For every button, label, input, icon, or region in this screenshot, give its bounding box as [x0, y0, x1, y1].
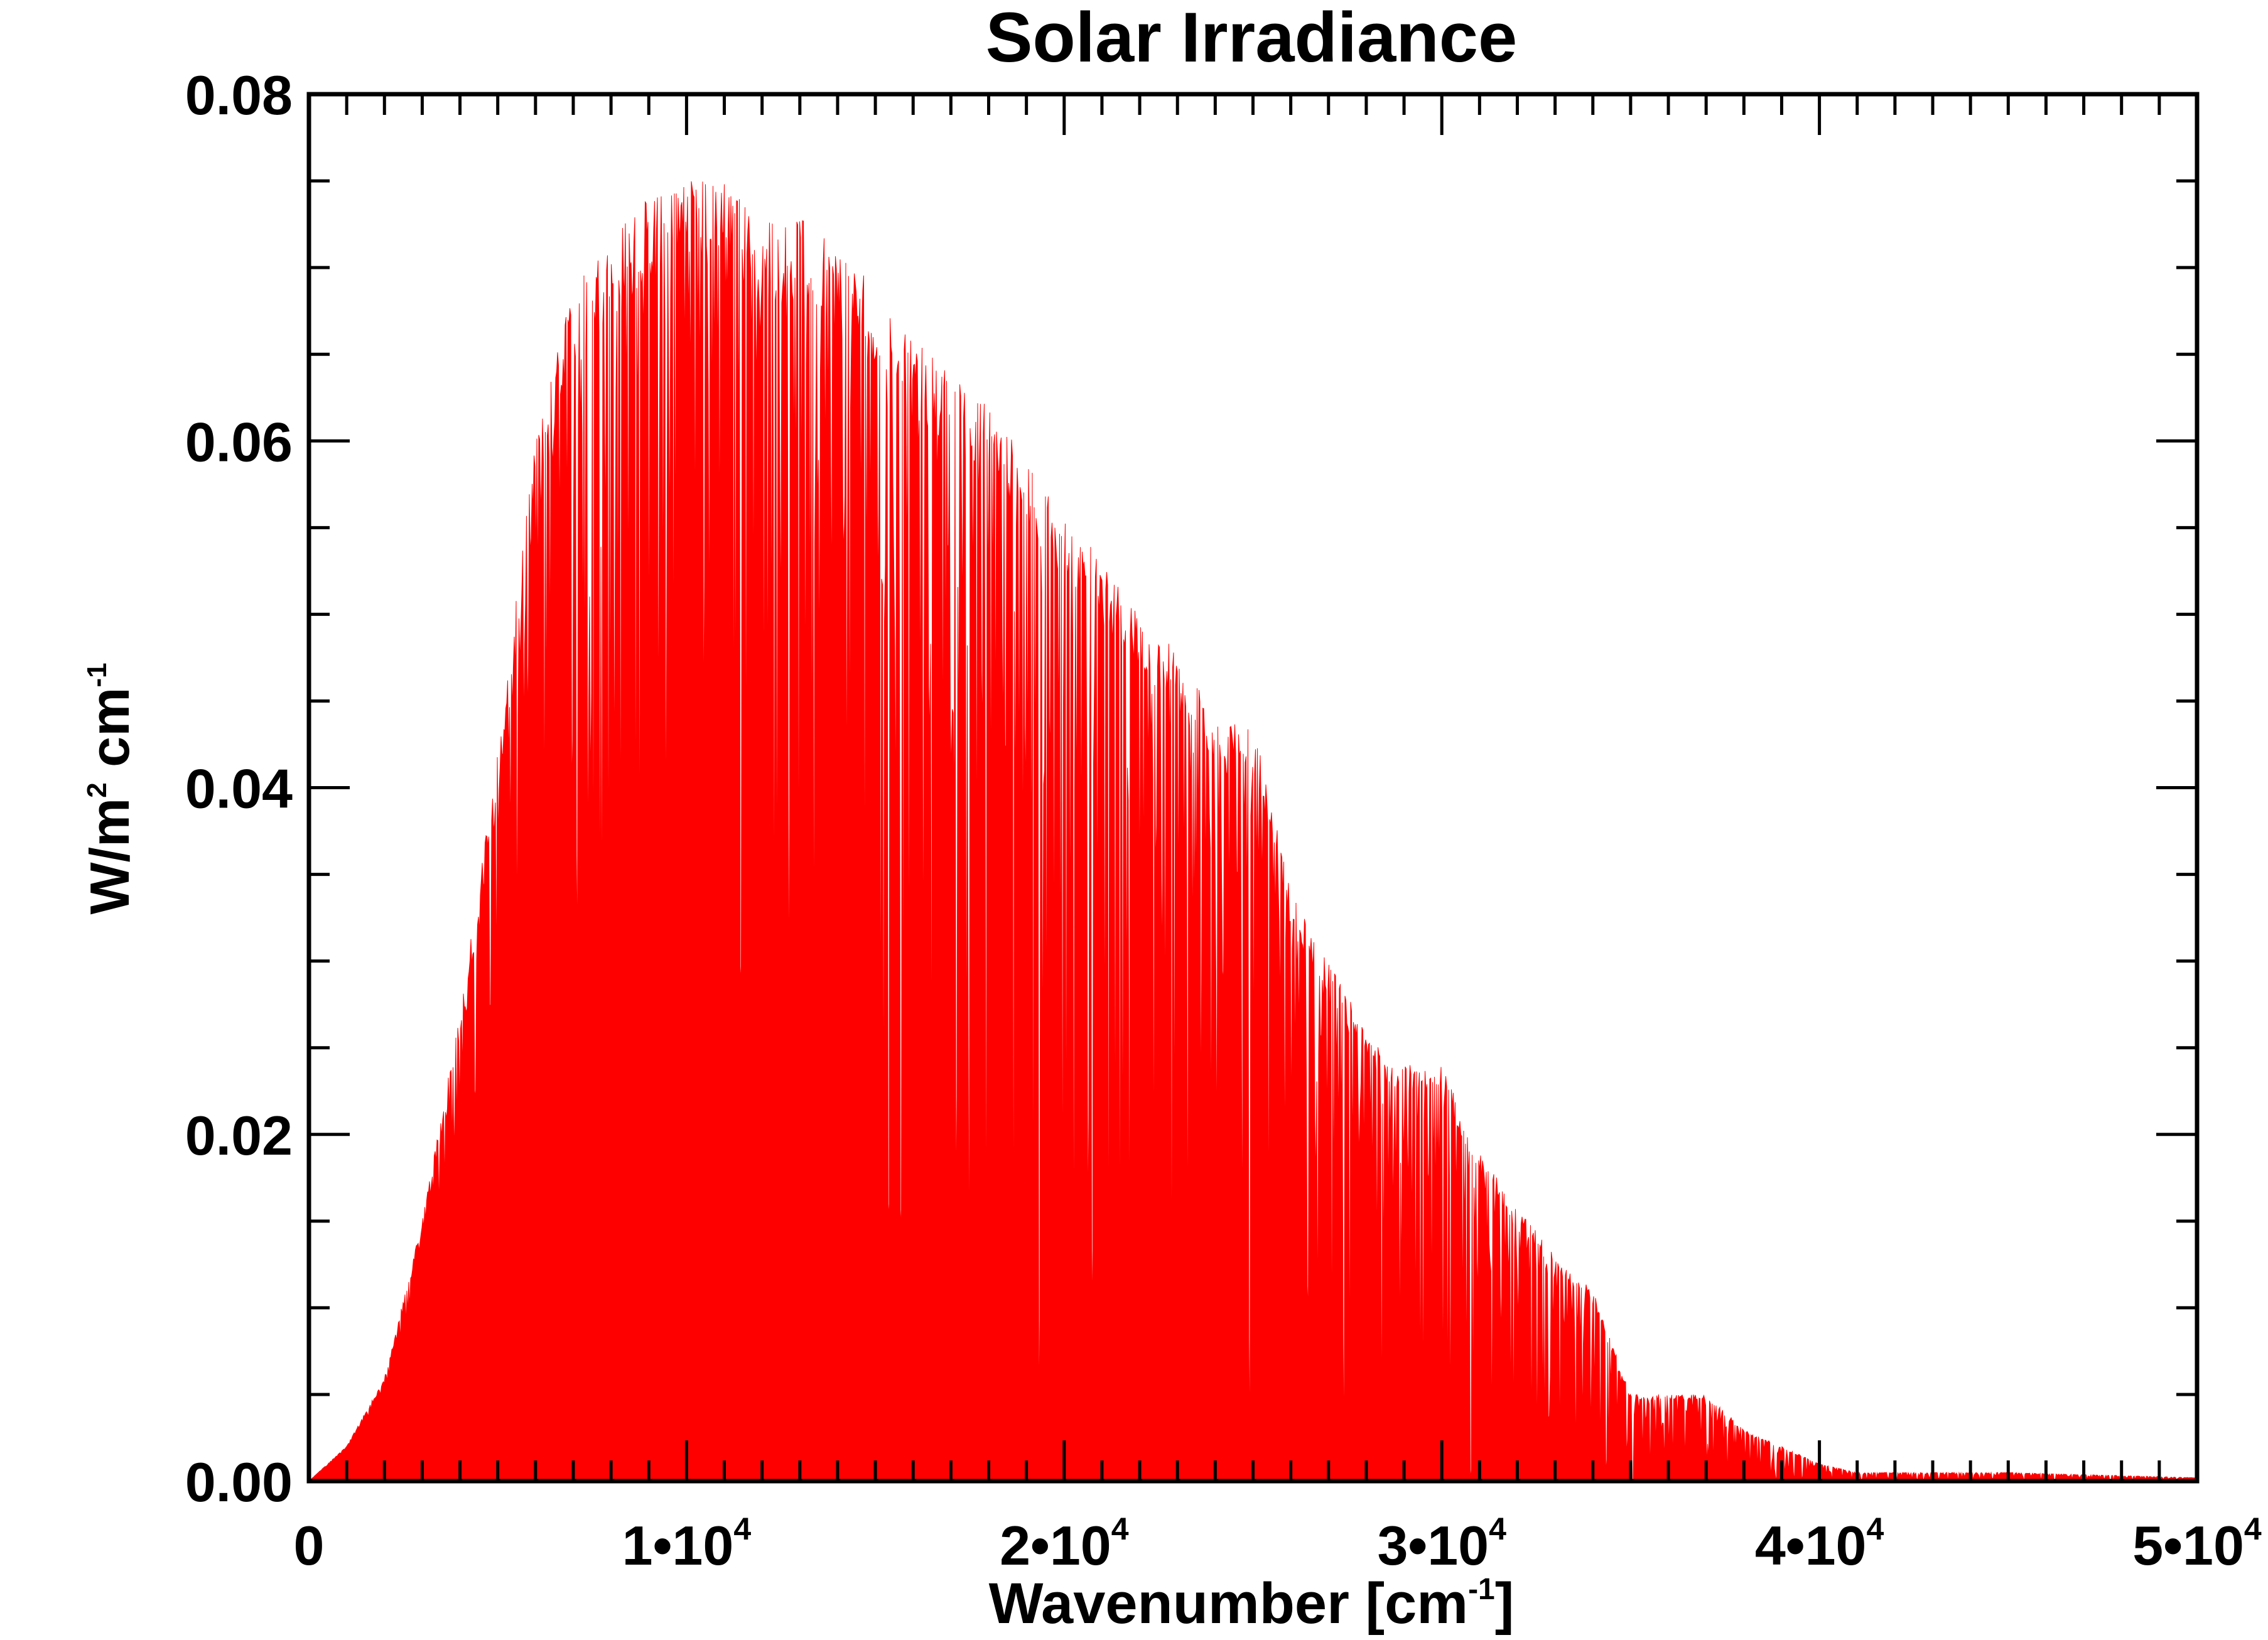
y-tick-label: 0.06 [185, 411, 293, 473]
y-tick-label: 0.02 [185, 1104, 293, 1167]
plot-area [308, 181, 2198, 1482]
x-tick-label: 5•104 [2132, 1511, 2262, 1577]
y-tick-label: 0.08 [185, 64, 293, 126]
x-tick-label: 1•104 [622, 1511, 752, 1577]
x-tick-label: 0 [294, 1514, 325, 1577]
y-tick-label: 0.00 [185, 1451, 293, 1513]
x-tick-label: 4•104 [1755, 1511, 1884, 1577]
y-axis-label: W/m2 cm-1 [78, 662, 141, 914]
chart-title: Solar Irradiance [986, 0, 1518, 77]
y-tick-label: 0.04 [185, 758, 293, 820]
spectrum-series [308, 181, 2198, 1482]
axes: 0 1•104 2•104 3•104 4•104 5•104 0.00 0.02 0.04 0.… [185, 64, 2262, 1577]
x-axis-label: Wavenumber [cm-1] [989, 1572, 1515, 1636]
x-tick-label: 3•104 [1377, 1511, 1506, 1577]
x-tick-label: 2•104 [1000, 1511, 1129, 1577]
